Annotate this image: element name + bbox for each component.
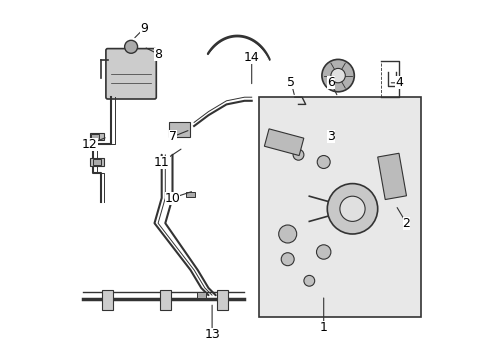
Text: 13: 13 (204, 328, 220, 341)
Text: 9: 9 (140, 22, 147, 35)
Text: 1: 1 (319, 321, 327, 334)
Circle shape (339, 196, 365, 221)
Text: 10: 10 (164, 192, 180, 204)
Bar (168, 122, 190, 137)
Text: 7: 7 (168, 130, 176, 143)
Circle shape (281, 253, 294, 266)
Text: 2: 2 (402, 217, 409, 230)
Circle shape (317, 156, 329, 168)
Bar (91, 134, 99, 140)
Circle shape (321, 59, 354, 92)
Bar (102, 290, 113, 310)
Circle shape (330, 68, 345, 83)
Bar (264, 129, 303, 156)
Text: 4: 4 (395, 76, 403, 89)
Bar (217, 290, 228, 310)
Text: 14: 14 (244, 51, 259, 64)
Circle shape (292, 149, 303, 160)
Circle shape (326, 184, 377, 234)
Circle shape (124, 40, 137, 53)
Bar (89, 158, 104, 166)
Circle shape (278, 225, 296, 243)
Text: 12: 12 (81, 138, 98, 150)
Bar (258, 97, 420, 317)
Text: 8: 8 (154, 48, 162, 60)
Text: 3: 3 (326, 130, 334, 143)
Circle shape (303, 275, 314, 286)
Text: 5: 5 (287, 76, 295, 89)
Bar (186, 192, 194, 197)
Bar (92, 159, 101, 165)
FancyBboxPatch shape (106, 49, 156, 99)
Bar (197, 292, 205, 298)
Bar (89, 133, 104, 140)
Text: 6: 6 (326, 76, 334, 89)
Bar (160, 290, 170, 310)
Text: 11: 11 (154, 156, 169, 168)
Bar (377, 153, 406, 199)
Circle shape (316, 245, 330, 259)
